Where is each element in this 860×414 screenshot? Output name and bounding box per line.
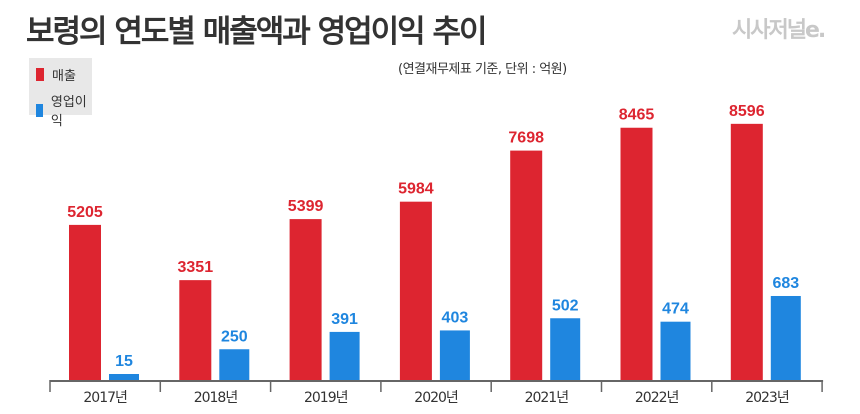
bar-revenue xyxy=(730,123,763,380)
bar-operating-profit xyxy=(550,318,581,380)
x-tick-label: 2018년 xyxy=(194,390,238,406)
x-tick-label: 2022년 xyxy=(635,390,679,406)
legend-label: 매출 xyxy=(52,69,76,84)
data-label: 8465 xyxy=(619,107,655,124)
bar-operating-profit xyxy=(439,330,470,380)
data-label: 5205 xyxy=(67,204,103,221)
legend-item-revenue: 매출 xyxy=(36,65,76,84)
logo: 시사저널e. xyxy=(732,18,826,43)
bar-revenue xyxy=(69,224,101,380)
data-label: 502 xyxy=(552,297,579,314)
data-label: 683 xyxy=(772,275,799,292)
data-label: 3351 xyxy=(178,259,214,276)
data-label: 7698 xyxy=(508,130,544,147)
bar-revenue xyxy=(179,280,212,380)
legend: 매출 영업이익 xyxy=(29,58,92,129)
chart-subtitle: (연결재무제표 기준, 단위 : 억원) xyxy=(398,62,567,77)
x-tick-label: 2017년 xyxy=(83,390,127,406)
bar-operating-profit xyxy=(770,295,801,380)
x-tick-label: 2020년 xyxy=(414,390,458,406)
bar-operating-profit xyxy=(109,374,139,380)
bar-operating-profit xyxy=(329,331,360,380)
bar-revenue xyxy=(510,150,543,380)
data-label: 8596 xyxy=(729,103,765,120)
chart-title: 보령의 연도별 매출액과 영업이익 추이 xyxy=(26,14,487,50)
x-tick-label: 2023년 xyxy=(745,390,789,406)
bar-revenue xyxy=(289,219,322,380)
bar-revenue xyxy=(399,201,432,380)
data-label: 5984 xyxy=(398,181,434,198)
x-tick-label: 2021년 xyxy=(525,390,569,406)
x-tick-label: 2019년 xyxy=(304,390,348,406)
bar-operating-profit xyxy=(660,321,691,380)
data-label: 391 xyxy=(331,311,358,328)
data-label: 15 xyxy=(115,353,133,370)
legend-label: 영업이익 xyxy=(50,95,87,129)
legend-swatch-revenue xyxy=(36,68,44,81)
data-label: 474 xyxy=(662,301,689,318)
legend-swatch-operating-profit xyxy=(36,103,43,117)
legend-item-operating-profit: 영업이익 xyxy=(36,91,92,129)
data-label: 5399 xyxy=(288,198,324,215)
data-label: 250 xyxy=(221,328,248,345)
bar-revenue xyxy=(620,127,653,380)
data-label: 403 xyxy=(442,309,469,326)
bar-operating-profit xyxy=(219,349,250,380)
